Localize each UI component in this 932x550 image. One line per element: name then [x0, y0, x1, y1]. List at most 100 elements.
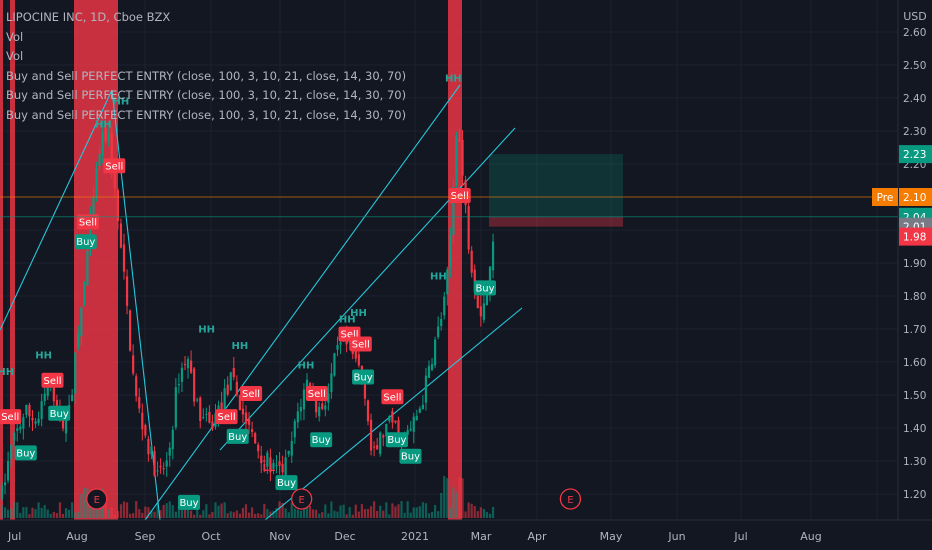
signal-badge-text: Buy: [475, 283, 494, 294]
signal-badge-bg: [474, 280, 496, 296]
candle: [318, 406, 321, 417]
volume-bar: [263, 503, 266, 518]
volume-bar: [308, 506, 312, 518]
signal-hh-label: HH: [445, 74, 462, 85]
volume-bar: [412, 507, 415, 518]
candle: [485, 291, 489, 306]
indicator-perfect-entry-1[interactable]: Buy and Sell PERFECT ENTRY (close, 100, …: [6, 68, 407, 83]
volume-bar: [281, 502, 284, 518]
candle: [80, 307, 83, 337]
price-badge: [899, 145, 932, 164]
signal-badge-text: Sell: [105, 161, 123, 172]
position-tool[interactable]: [489, 154, 623, 227]
volume-bar: [366, 508, 370, 518]
volume-bar: [418, 506, 421, 518]
signal-sell-badge: Sell: [215, 409, 238, 425]
volume-bar: [174, 511, 177, 518]
candle: [275, 464, 278, 466]
volume-bar: [430, 511, 434, 518]
signal-badge-bg: [0, 409, 22, 425]
signal-badge-text: Buy: [50, 409, 69, 420]
price-axis[interactable]: USD: [897, 0, 932, 520]
signal-badge-text: Buy: [277, 478, 296, 489]
volume-bar: [299, 510, 302, 518]
volume-bar: [49, 513, 52, 518]
time-label: Oct: [201, 530, 221, 543]
signal-highlight-bars: [0, 0, 462, 520]
volume-bar: [415, 507, 418, 518]
candle: [406, 429, 409, 435]
signal-badge-bg: [310, 432, 333, 448]
candle: [92, 196, 95, 221]
candle: [440, 319, 443, 326]
candle: [171, 429, 174, 450]
signal-highlight-band: [448, 0, 462, 520]
candle: [141, 412, 144, 430]
volume-bar: [156, 503, 159, 518]
time-axis[interactable]: Jul Aug Sep Oct Nov Dec 2021 Mar Apr May Jun Jul Aug: [0, 519, 932, 550]
signal-badge-bg: [76, 214, 99, 230]
signal-badge-bg: [215, 409, 238, 425]
candle: [418, 408, 421, 413]
volume-bar: [488, 513, 492, 518]
volume-bar: [437, 511, 440, 518]
signal-sell-badge: Sell: [305, 386, 328, 401]
indicator-volume-2[interactable]: Vol: [6, 49, 24, 63]
candle: [180, 367, 184, 382]
candle: [89, 217, 92, 248]
volume-bar: [272, 510, 275, 518]
volume-bar: [92, 507, 95, 518]
volume-bar: [10, 508, 13, 518]
candle: [415, 415, 418, 421]
indicator-perfect-entry-3[interactable]: Buy and Sell PERFECT ENTRY (close, 100, …: [6, 107, 407, 122]
candle: [443, 296, 446, 316]
volume-bar: [257, 513, 260, 518]
price-tick: 1.60: [903, 357, 926, 369]
time-label: May: [600, 530, 623, 543]
volume-bar: [385, 502, 388, 518]
volume-bar: [202, 510, 205, 518]
candle: [269, 457, 272, 473]
candle: [202, 416, 205, 418]
volume-bar: [199, 514, 202, 518]
time-label: Jul: [733, 530, 747, 543]
signal-sell-badge: Sell: [41, 372, 64, 388]
price-tick: 2.30: [903, 126, 926, 138]
indicator-perfect-entry-2[interactable]: Buy and Sell PERFECT ENTRY (close, 100, …: [6, 88, 407, 102]
volume-bar: [132, 513, 135, 518]
candle: [424, 375, 428, 403]
signal-sell-badge: Sell: [0, 409, 22, 425]
candle: [162, 468, 165, 470]
signal-sell-badge: Sell: [381, 389, 404, 405]
volume-bar: [64, 508, 68, 518]
volume-bar: [43, 505, 46, 518]
candle: [363, 374, 367, 399]
candle: [421, 404, 424, 410]
candle: [150, 446, 153, 455]
candle: [64, 409, 68, 434]
earnings-marker-label: E: [94, 495, 100, 506]
candle: [482, 303, 485, 320]
candle: [321, 403, 324, 409]
symbol-title[interactable]: LIPOCINE INC, 1D, Cboe BZX: [6, 10, 171, 24]
candle: [366, 400, 370, 422]
volume-bar: [235, 510, 238, 518]
candle: [86, 250, 89, 286]
signal-buy-badge: Buy: [474, 280, 496, 296]
volume-bar: [3, 507, 7, 518]
candle: [205, 413, 208, 415]
candle: [434, 339, 437, 366]
volume-bar: [7, 509, 10, 518]
candle: [229, 372, 232, 391]
candle: [412, 416, 415, 432]
currency-label[interactable]: USD: [903, 10, 927, 23]
volume-bar: [190, 510, 193, 518]
signal-highlight-band: [0, 0, 3, 520]
volume-bar: [485, 511, 489, 518]
signal-badge-text: Sell: [242, 389, 260, 400]
candle: [409, 428, 412, 431]
indicator-volume-1[interactable]: Vol: [6, 29, 24, 44]
candle: [263, 460, 266, 462]
